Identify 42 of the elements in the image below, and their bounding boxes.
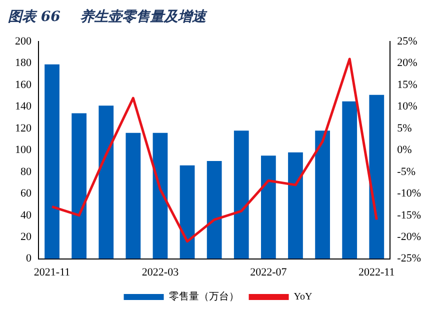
bar <box>369 94 384 259</box>
bar <box>315 130 330 259</box>
y2-tick-label: 0% <box>397 144 412 156</box>
legend-label: YoY <box>294 292 312 303</box>
bar <box>234 130 249 259</box>
y-tick-label: 60 <box>20 188 32 200</box>
y2-tick-label: -20% <box>397 230 421 243</box>
y2-tick-label: -10% <box>397 188 421 200</box>
bar <box>206 161 222 259</box>
bar <box>261 156 276 259</box>
y-tick-label: 0 <box>26 252 32 265</box>
bar <box>126 132 141 259</box>
bar <box>72 113 87 259</box>
chart-title: 图表 66 养生壶零售量及增速 <box>8 8 208 26</box>
y-tick-label: 200 <box>15 35 32 48</box>
x-tick-label: 2022-11 <box>358 266 395 278</box>
y-tick-label: 20 <box>20 230 32 243</box>
y2-tick-label: 5% <box>397 122 412 134</box>
x-tick-label: 2021-11 <box>34 266 70 278</box>
y2-tick-label: -15% <box>397 209 421 222</box>
y-tick-label: 140 <box>15 100 32 113</box>
y2-tick-label: 15% <box>397 78 418 91</box>
bar <box>342 101 358 259</box>
y-tick-label: 100 <box>15 144 32 156</box>
y-tick-label: 160 <box>15 78 32 91</box>
y2-tick-label: -5% <box>397 166 416 178</box>
x-tick-label: 2022-03 <box>142 266 180 278</box>
bar <box>288 152 303 259</box>
y2-tick-label: 20% <box>397 57 418 70</box>
y-tick-label: 120 <box>15 122 32 134</box>
bar <box>98 106 114 259</box>
legend-label: 零售量（万台） <box>168 290 239 303</box>
y2-tick-label: 10% <box>397 100 418 113</box>
x-tick-label: 2022-07 <box>250 266 288 278</box>
y-tick-label: 40 <box>20 209 32 222</box>
y2-tick-label: 25% <box>397 35 418 48</box>
y-tick-label: 180 <box>15 57 32 70</box>
bar <box>44 64 60 259</box>
y2-tick-label: -25% <box>397 252 421 265</box>
y-tick-label: 80 <box>20 166 32 178</box>
bar <box>152 132 168 259</box>
bar <box>180 165 195 259</box>
